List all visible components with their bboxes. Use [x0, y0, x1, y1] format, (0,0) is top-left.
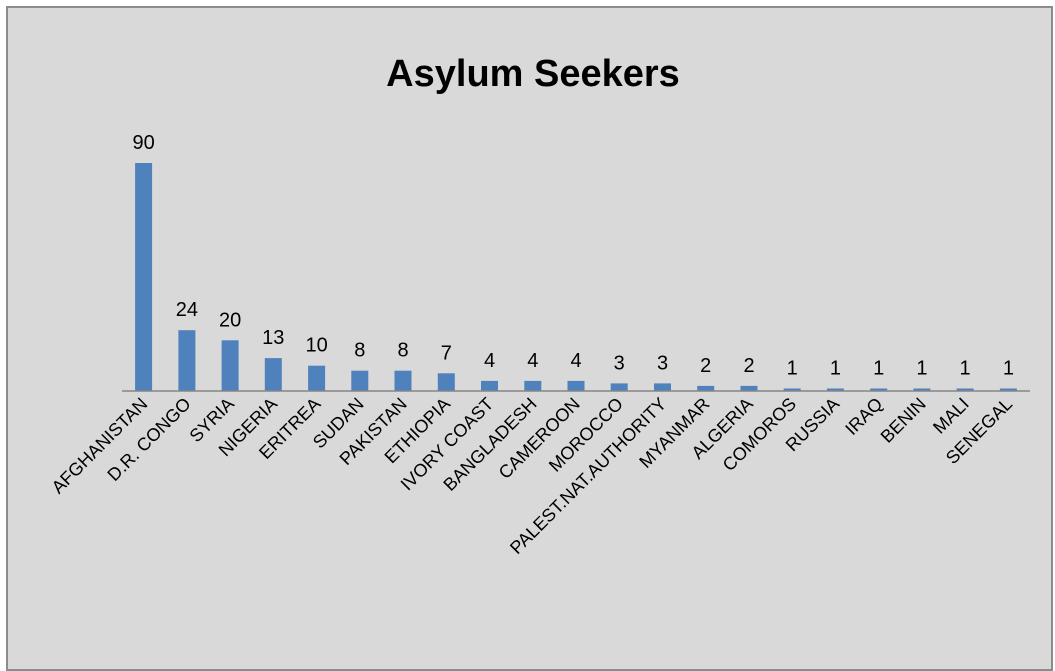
- category-label: BENIN: [877, 394, 930, 447]
- bar-russia: [826, 388, 844, 391]
- value-label: 2: [743, 355, 754, 377]
- bar-syria: [221, 340, 239, 391]
- bar-ethiopia: [437, 373, 455, 391]
- bar-cameroon: [567, 380, 585, 391]
- chart-title: Asylum Seekers: [386, 53, 680, 95]
- bar-sudan: [351, 370, 369, 391]
- bars-group: [135, 163, 1017, 391]
- bar-mali: [956, 388, 974, 391]
- value-label: 4: [484, 350, 495, 372]
- value-labels-group: 90 24 20 13 10 8 8 7 4 4 4 3 3 2 2 1 1 1 1 1 1: [132, 132, 1013, 380]
- value-label: 4: [527, 350, 538, 372]
- value-label: 24: [176, 299, 198, 321]
- bar-palest-nat-authority: [654, 383, 671, 391]
- bar-comoros: [783, 388, 801, 391]
- value-label: 90: [132, 132, 154, 154]
- value-label: 1: [873, 358, 884, 380]
- value-label: 1: [960, 358, 971, 380]
- bar-ivory-coast: [481, 380, 498, 391]
- value-label: 8: [397, 340, 408, 362]
- value-label: 7: [441, 342, 452, 364]
- value-label: 2: [700, 355, 711, 377]
- bar-senegal: [999, 388, 1017, 391]
- bar-nigeria: [264, 358, 282, 391]
- value-label: 8: [354, 340, 365, 362]
- bar-myanmar: [697, 385, 715, 391]
- bar-pakistan: [394, 370, 412, 391]
- bar-d-r-congo: [178, 330, 196, 391]
- bar-eritrea: [308, 365, 326, 391]
- bar-morocco: [610, 383, 628, 391]
- bar-iraq: [870, 388, 888, 391]
- bar-afghanistan: [135, 163, 153, 391]
- bar-algeria: [740, 385, 758, 391]
- value-label: 3: [657, 352, 668, 374]
- value-label: 20: [219, 309, 241, 331]
- value-label: 3: [614, 352, 625, 374]
- value-label: 13: [262, 327, 284, 349]
- value-label: 1: [1003, 358, 1014, 380]
- value-label: 4: [570, 350, 581, 372]
- value-label: 1: [916, 358, 927, 380]
- value-label: 10: [305, 335, 327, 357]
- value-label: 1: [787, 358, 798, 380]
- bar-bangladesh: [524, 380, 542, 391]
- value-label: 1: [830, 358, 841, 380]
- bar-benin: [913, 388, 931, 391]
